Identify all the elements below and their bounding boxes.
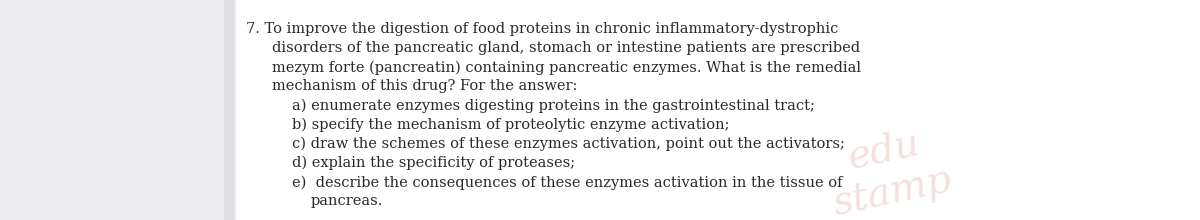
Text: disorders of the pancreatic gland, stomach or intestine patients are prescribed: disorders of the pancreatic gland, stoma… (272, 41, 860, 55)
Text: pancreas.: pancreas. (311, 194, 383, 208)
Text: e)  describe the consequences of these enzymes activation in the tissue of: e) describe the consequences of these en… (292, 175, 842, 189)
Text: a) enumerate enzymes digesting proteins in the gastrointestinal tract;: a) enumerate enzymes digesting proteins … (292, 99, 815, 113)
Text: mezym forte (pancreatin) containing pancreatic enzymes. What is the remedial: mezym forte (pancreatin) containing panc… (272, 60, 862, 75)
Text: b) specify the mechanism of proteolytic enzyme activation;: b) specify the mechanism of proteolytic … (292, 118, 730, 132)
Text: c) draw the schemes of these enzymes activation, point out the activators;: c) draw the schemes of these enzymes act… (292, 137, 845, 151)
Text: d) explain the specificity of proteases;: d) explain the specificity of proteases; (292, 156, 575, 170)
Text: 7. To improve the digestion of food proteins in chronic inflammatory-dystrophic: 7. To improve the digestion of food prot… (246, 22, 839, 36)
Text: mechanism of this drug? For the answer:: mechanism of this drug? For the answer: (272, 79, 577, 94)
Text: edu
stamp: edu stamp (821, 120, 955, 220)
